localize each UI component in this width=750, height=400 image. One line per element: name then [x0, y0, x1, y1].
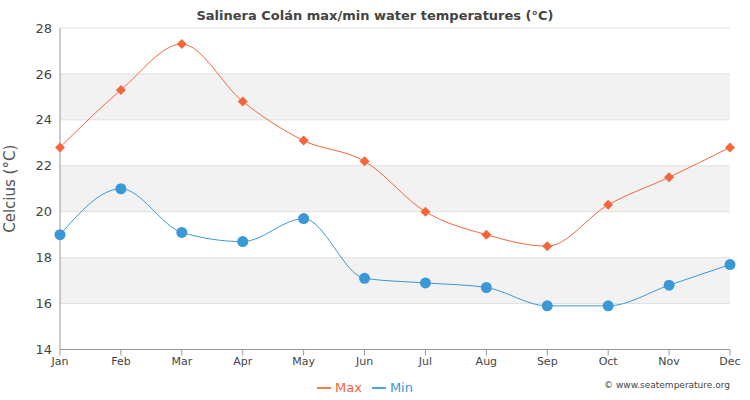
html-text:Max: Max: [335, 379, 362, 395]
svg-text:20: 20: [35, 204, 52, 219]
svg-text:Jun: Jun: [355, 355, 373, 368]
svg-text:14: 14: [35, 342, 52, 357]
svg-text:28: 28: [35, 21, 52, 36]
svg-text:Feb: Feb: [111, 355, 130, 368]
svg-text:Oct: Oct: [599, 355, 619, 368]
svg-text:Nov: Nov: [658, 355, 680, 368]
svg-text:22: 22: [35, 158, 52, 173]
svg-text:Jan: Jan: [51, 355, 69, 368]
html-text:Min: Min: [389, 379, 413, 395]
svg-text:16: 16: [35, 296, 52, 311]
html-text:© www.seatemperature.org: © www.seatemperature.org: [604, 380, 730, 390]
svg-text:Dec: Dec: [719, 355, 740, 368]
svg-text:24: 24: [35, 112, 52, 127]
svg-text:18: 18: [35, 250, 52, 265]
svg-text:Celcius (°C): Celcius (°C): [8, 145, 19, 233]
html-text:Salinera Colán max/min water t: Salinera Colán max/min water temperature…: [196, 8, 554, 23]
svg-text:Aug: Aug: [476, 355, 497, 368]
svg-text:Sep: Sep: [537, 355, 558, 368]
svg-text:Mar: Mar: [171, 355, 192, 368]
svg-text:Apr: Apr: [233, 355, 253, 368]
svg-text:May: May: [292, 355, 315, 368]
svg-text:26: 26: [35, 67, 52, 82]
svg-text:Jul: Jul: [418, 355, 432, 368]
